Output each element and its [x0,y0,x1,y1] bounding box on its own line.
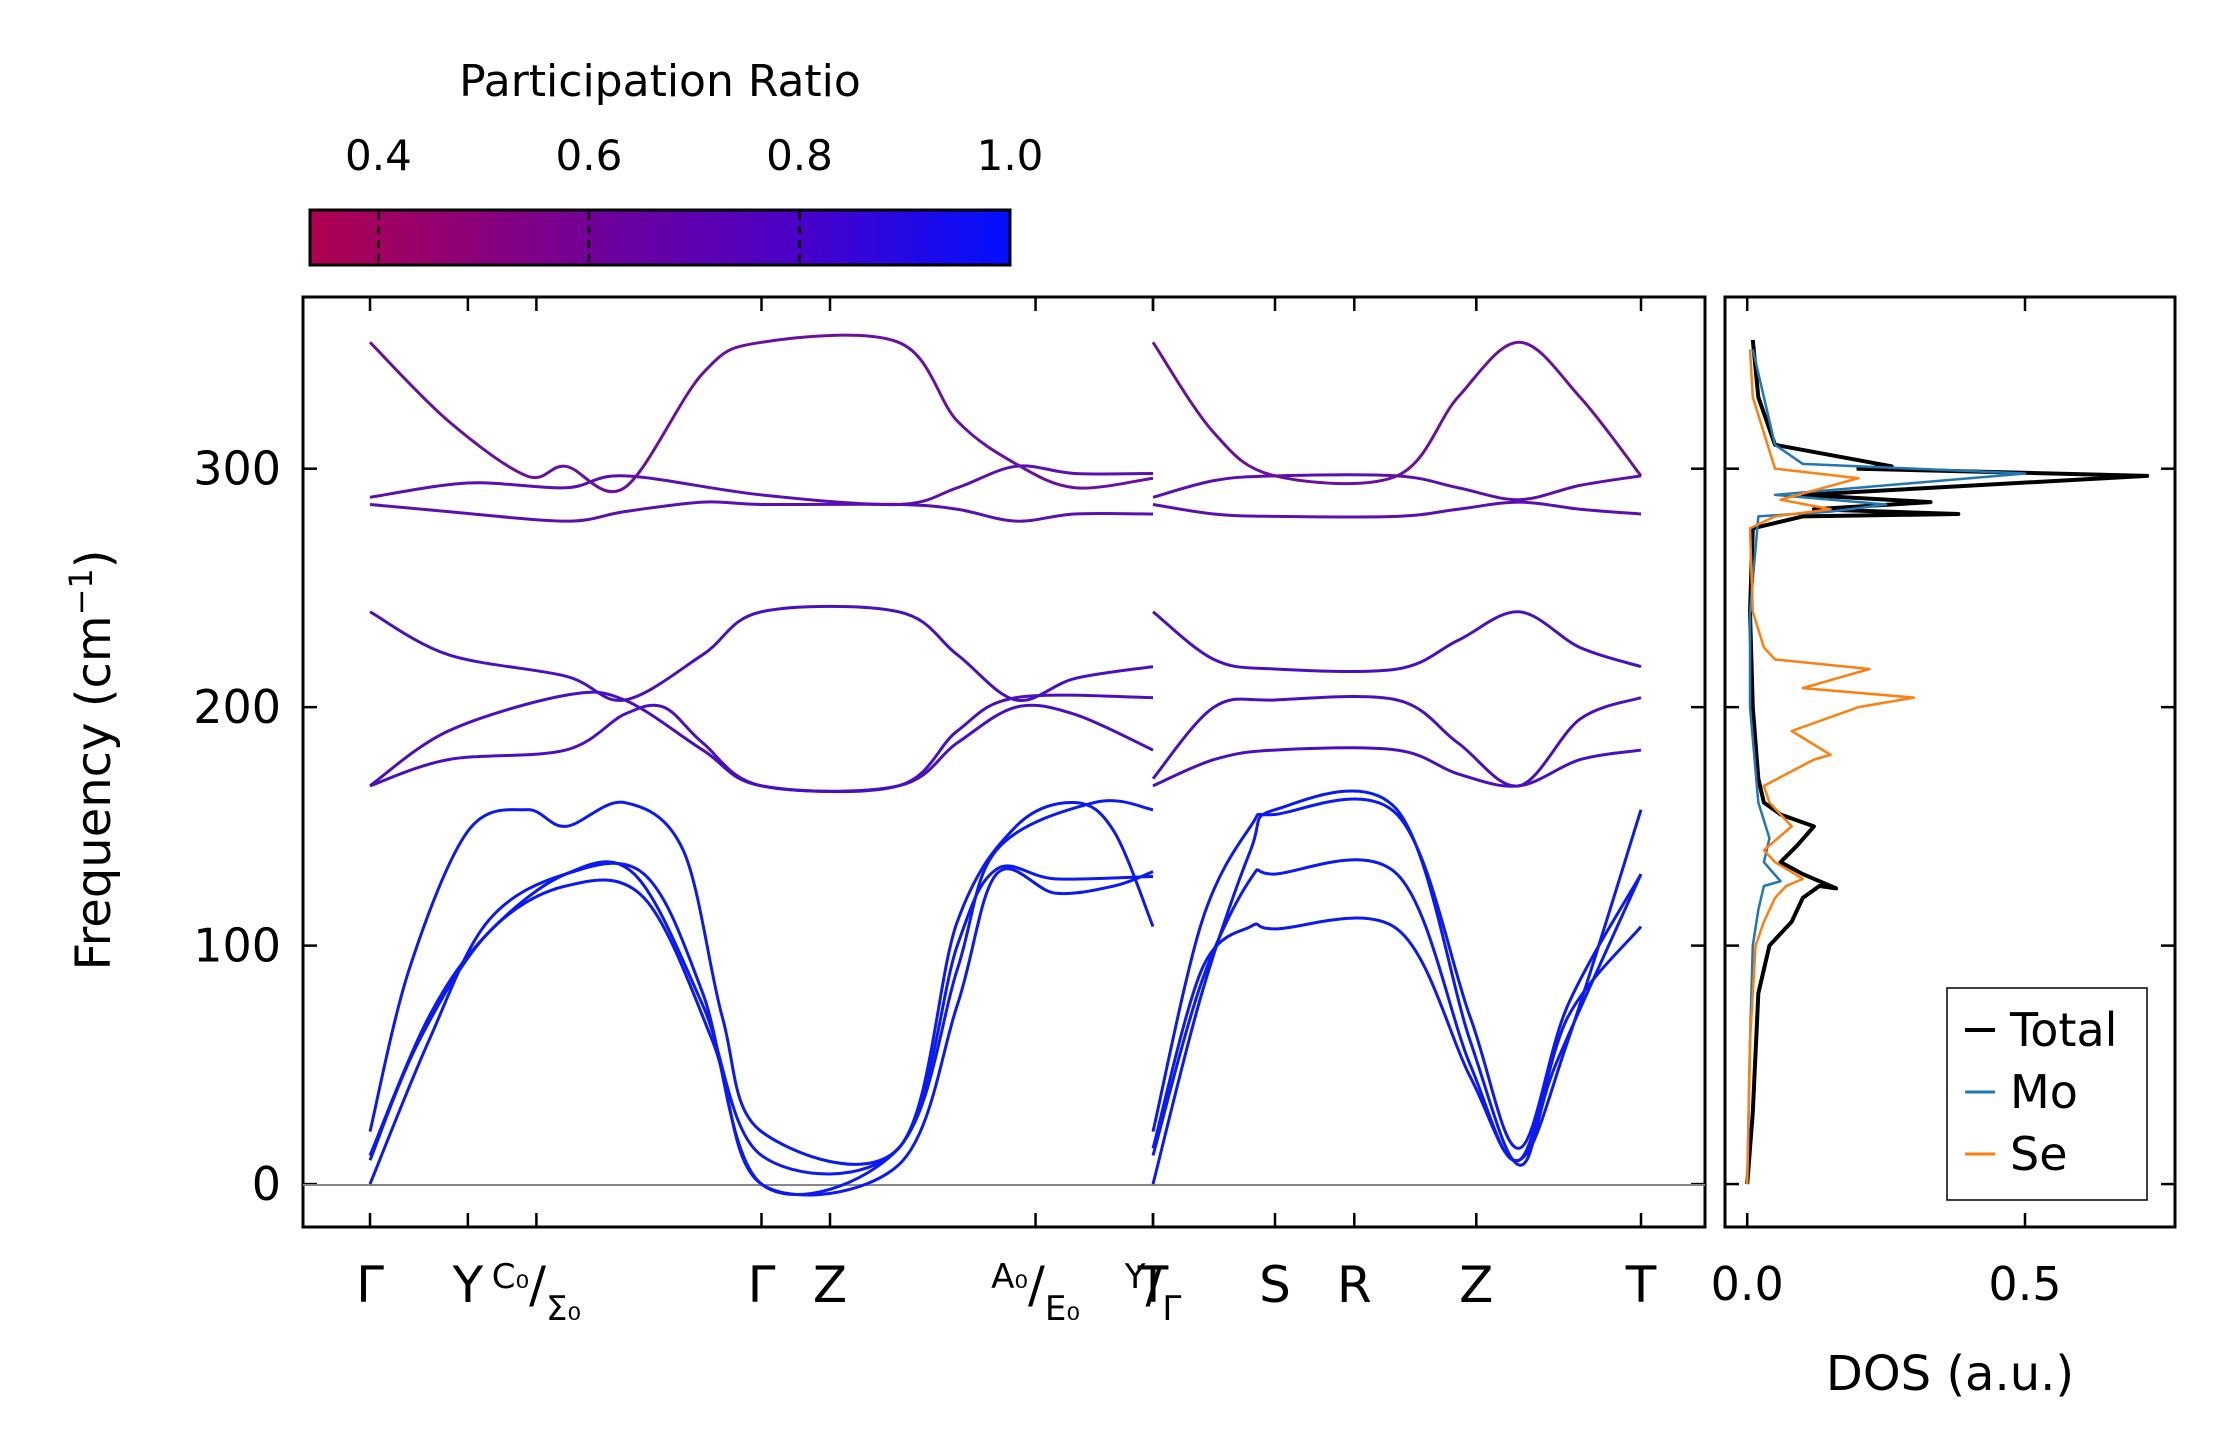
segment-2-band-7 [1152,610,1642,674]
y-tick-label: 200 [193,680,281,734]
x-label-y: Y [452,1256,484,1314]
segment-1-band-3 [368,860,1154,1176]
x-label-a0-e0: A₀/E₀ [991,1256,1080,1329]
x-label-z: Z [813,1256,847,1314]
segment-2-band-10 [1151,340,1643,486]
frequency-axis-label: Frequency (cm−1) [62,549,122,970]
segment-1-band-2 [368,867,1154,1197]
ylabel-main: Frequency (cm [66,615,122,970]
dos-x-tick-label: 0.5 [1988,1257,2061,1311]
dos-axis-label: DOS (a.u.) [1826,1346,2074,1402]
legend-label-total: Total [2009,1003,2117,1057]
dos-legend: Total Mo Se [1946,987,2148,1201]
colorbar-tick-label: 0.4 [345,131,412,180]
segment-2-band-9 [1152,473,1642,502]
x-label-gamma: Γ [748,1256,776,1314]
segment-1-band-8 [369,500,1154,523]
legend-label-se: Se [2010,1127,2068,1181]
colorbar-tick-label: 0.6 [556,131,623,180]
x-label-z: Z [1459,1256,1493,1314]
segment-2-band-8 [1152,500,1642,519]
dos-plot-frame [1723,295,2177,1229]
segment-1-band-5 [369,703,1154,793]
dos-line-total [1745,339,2150,1185]
segment-1-band-6 [369,690,1154,794]
colorbar-title: Participation Ratio [459,56,861,107]
legend-frame [1946,987,2148,1201]
x-label-s: S [1259,1256,1291,1314]
dos-x-tick-label: 0.0 [1711,1257,1784,1311]
band-plot-frame [301,295,1707,1229]
colorbar-tick-label: 0.8 [766,131,833,180]
colorbar-ticks: 0.4 0.6 0.8 1.0 [345,131,1043,263]
segment-1-band-4 [368,800,1155,1166]
segment-2-band-2 [1151,858,1643,1163]
x-label-r: R [1337,1256,1372,1314]
segment-2-band-5 [1152,746,1642,788]
segment-2-band-1 [1151,789,1643,1185]
colorbar-tick-label: 1.0 [977,131,1044,180]
phonon-bands [368,333,1643,1197]
x-label-y-gamma: Y/Γ [1124,1256,1182,1329]
x-label-c0-sigma0: C₀/Σ₀ [492,1256,581,1329]
x-label-t: T [1137,1256,1169,1314]
x-label-gamma: Γ [356,1256,384,1314]
segment-1-band-9 [369,464,1154,507]
legend-label-mo: Mo [2010,1065,2078,1119]
band-x-labels: Γ Y C₀/Σ₀ Γ Z A₀/E₀ TY/Γ S R Z T [356,1256,1657,1329]
segment-2-band-3 [1151,809,1643,1162]
segment-2-band-6 [1151,695,1642,788]
y-tick-label: 100 [193,919,281,973]
dos-curves [1745,339,2150,1185]
x-label-t: T [1625,1256,1657,1314]
colorbar-gradient [308,208,1012,267]
colorbar: Participation Ratio 0.4 0.6 0.8 1.0 [308,56,1043,267]
dos-line-mo [1745,349,2027,1185]
dos-line-se [1745,349,1916,1185]
y-tick-label: 300 [193,442,281,496]
ylabel-sup: −1 [62,568,100,615]
segment-2-band-4 [1151,797,1643,1150]
dos-panel: 0.0 0.5 DOS (a.u.) Total Mo Se [1711,295,2177,1402]
y-tick-label: 0 [252,1157,281,1211]
dos-ticks: 0.0 0.5 [1711,297,2175,1311]
segment-1-band-7 [369,604,1154,702]
ylabel-close: ) [66,549,122,568]
band-y-ticks: 0 100 200 300 [193,442,1705,1211]
band-x-ticks [368,297,1643,1227]
segment-1-band-10 [368,333,1154,494]
segment-1-band-1 [368,799,1154,1196]
